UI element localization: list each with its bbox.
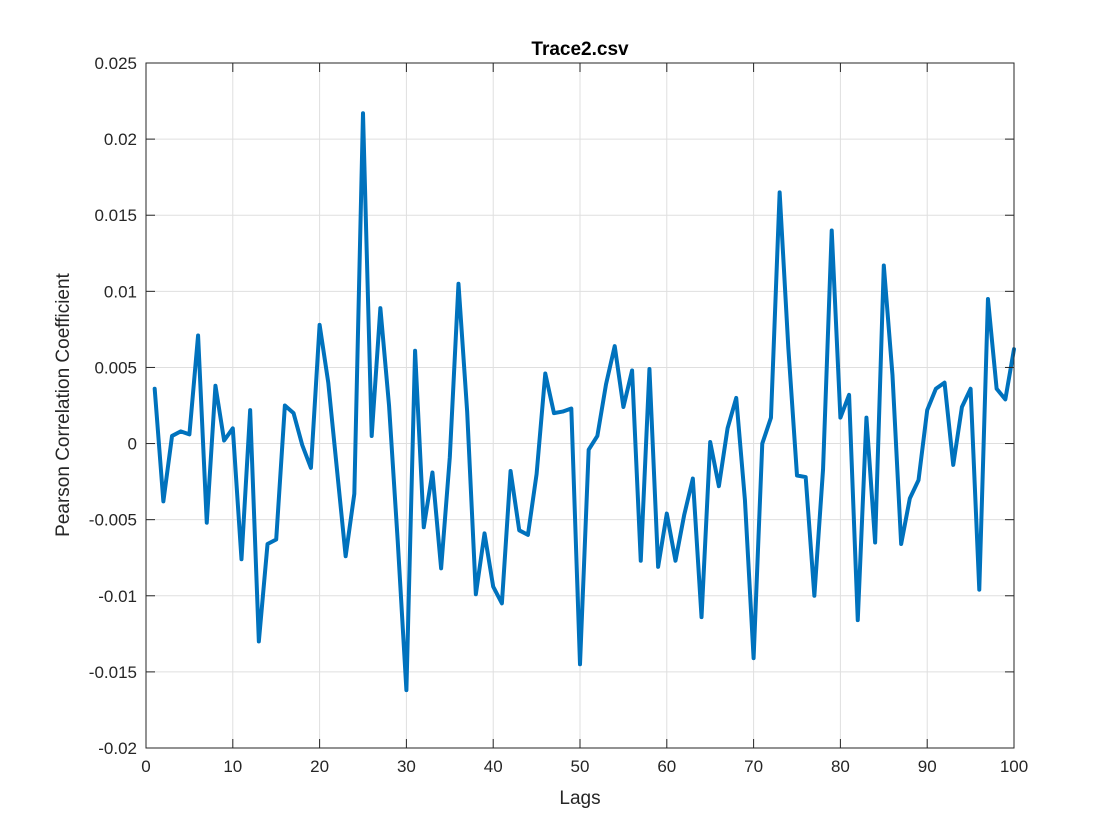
series-layer bbox=[152, 111, 1016, 693]
y-tick-label: -0.02 bbox=[98, 739, 137, 758]
x-tick-labels: 0 10 20 30 40 50 60 70 80 90 100 bbox=[141, 757, 1028, 776]
x-tick-label: 50 bbox=[571, 757, 590, 776]
x-tick-label: 30 bbox=[397, 757, 416, 776]
x-tick-label: 20 bbox=[310, 757, 329, 776]
y-tick-label: -0.01 bbox=[98, 587, 137, 606]
y-tick-label: 0.005 bbox=[94, 358, 137, 377]
chart-title: Trace2.csv bbox=[531, 39, 629, 60]
y-axis-label: Pearson Correlation Coefficient bbox=[53, 272, 74, 536]
y-tick-label: 0.02 bbox=[104, 130, 137, 149]
x-axis-label: Lags bbox=[559, 788, 600, 809]
y-tick-label: 0.015 bbox=[94, 206, 137, 225]
x-tick-label: 0 bbox=[141, 757, 150, 776]
y-tick-label: -0.005 bbox=[89, 511, 137, 530]
x-tick-label: 100 bbox=[1000, 757, 1028, 776]
x-tick-label: 70 bbox=[744, 757, 763, 776]
y-tick-label: 0.01 bbox=[104, 282, 137, 301]
y-tick-label: -0.015 bbox=[89, 663, 137, 682]
y-tick-labels: -0.02 -0.015 -0.01 -0.005 0 0.005 0.01 0.015 0.0… bbox=[89, 54, 137, 758]
series-line-0 bbox=[152, 111, 1016, 693]
x-tick-label: 80 bbox=[831, 757, 850, 776]
y-tick-label: 0.025 bbox=[94, 54, 137, 73]
y-tick-label: 0 bbox=[128, 435, 137, 454]
x-tick-label: 40 bbox=[484, 757, 503, 776]
x-tick-label: 60 bbox=[657, 757, 676, 776]
x-tick-label: 10 bbox=[223, 757, 242, 776]
x-tick-label: 90 bbox=[918, 757, 937, 776]
tick-marks bbox=[145, 62, 1015, 749]
